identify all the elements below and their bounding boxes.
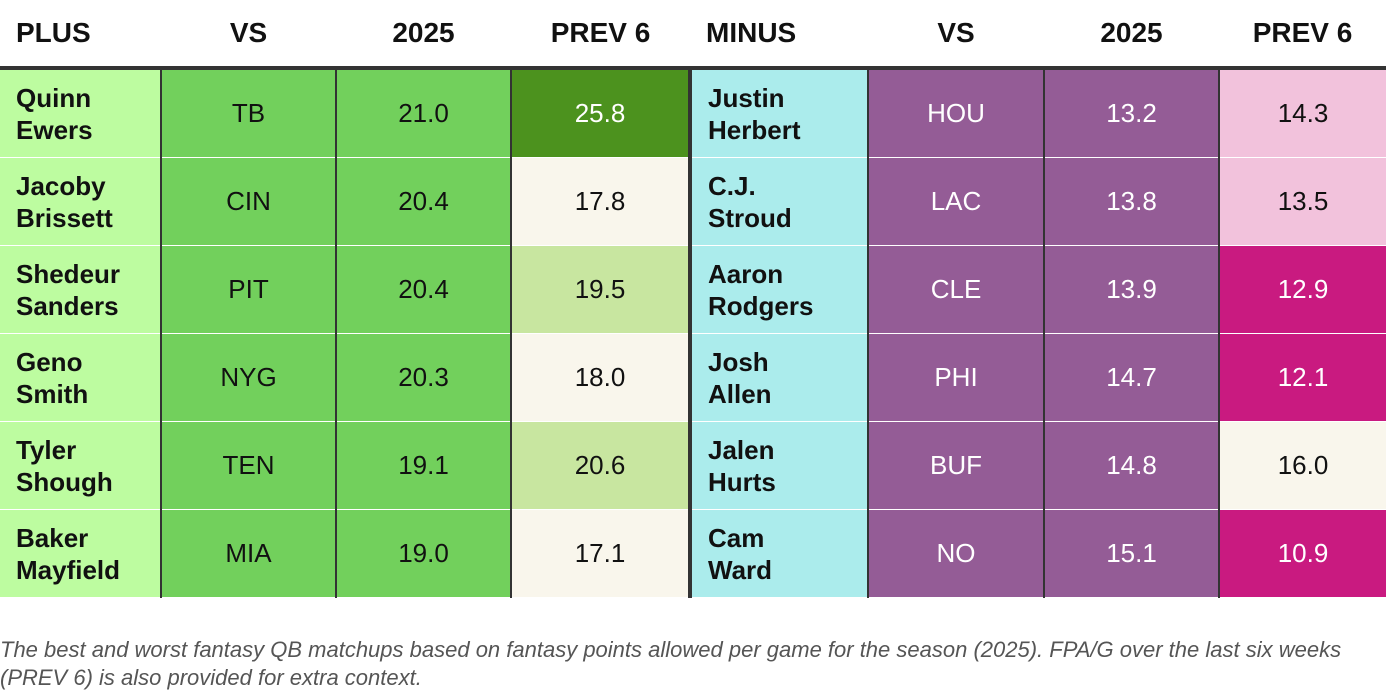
plus-opponent: TEN <box>161 421 337 510</box>
plus-opponent: CIN <box>161 157 337 246</box>
header-minus: MINUS <box>690 0 868 70</box>
header-plus-vs: VS <box>161 0 336 70</box>
plus-2025-value: 20.4 <box>336 157 512 246</box>
minus-2025-value: 14.7 <box>1044 333 1220 422</box>
player-last-name: Mayfield <box>16 554 121 585</box>
plus-opponent: PIT <box>161 245 337 334</box>
table-row: Jacoby Brissett CIN 20.4 17.8 C.J. Stroud LAC 13… <box>0 157 1386 246</box>
minus-2025-value: 14.8 <box>1044 421 1220 510</box>
player-first-name: Quinn <box>16 82 92 113</box>
player-first-name: Jalen <box>708 434 775 465</box>
player-last-name: Smith <box>16 378 89 409</box>
table-header: PLUS VS 2025 PREV 6 MINUS VS 2025 PREV 6 <box>0 0 1386 70</box>
player-last-name: Hurts <box>708 466 776 497</box>
plus-2025-value: 19.1 <box>336 421 512 510</box>
plus-opponent: MIA <box>161 509 337 598</box>
minus-2025-value: 13.8 <box>1044 157 1220 246</box>
plus-prev6-value: 19.5 <box>511 245 692 334</box>
plus-opponent: TB <box>161 68 337 158</box>
header-minus-prev6: PREV 6 <box>1219 0 1386 70</box>
minus-prev6-value: 14.3 <box>1219 68 1386 158</box>
plus-2025-value: 20.4 <box>336 245 512 334</box>
table-row: Baker Mayfield MIA 19.0 17.1 Cam Ward NO 15.1 10.… <box>0 509 1386 598</box>
minus-opponent: LAC <box>868 157 1045 246</box>
table-row: Tyler Shough TEN 19.1 20.6 Jalen Hurts BUF 14.8 1… <box>0 421 1386 510</box>
plus-prev6-value: 20.6 <box>511 421 692 510</box>
minus-2025-value: 13.9 <box>1044 245 1220 334</box>
minus-player-name: Josh Allen <box>690 333 869 422</box>
table-body: Quinn Ewers TB 21.0 25.8 Justin Herbert HOU 13.2… <box>0 68 1386 598</box>
player-first-name: C.J. <box>708 170 756 201</box>
player-last-name: Shough <box>16 466 113 497</box>
plus-2025-value: 19.0 <box>336 509 512 598</box>
header-minus-vs: VS <box>868 0 1044 70</box>
player-first-name: Jacoby <box>16 170 106 201</box>
plus-player-name: Baker Mayfield <box>0 509 162 598</box>
header-plus-2025: 2025 <box>336 0 511 70</box>
plus-player-name: Geno Smith <box>0 333 162 422</box>
plus-prev6-value: 17.1 <box>511 509 692 598</box>
minus-2025-value: 15.1 <box>1044 509 1220 598</box>
plus-player-name: Jacoby Brissett <box>0 157 162 246</box>
player-first-name: Aaron <box>708 258 784 289</box>
minus-prev6-value: 12.1 <box>1219 333 1386 422</box>
minus-2025-value: 13.2 <box>1044 68 1220 158</box>
player-last-name: Rodgers <box>708 290 814 321</box>
table-row: Shedeur Sanders PIT 20.4 19.5 Aaron Rodgers CLE… <box>0 245 1386 334</box>
minus-opponent: HOU <box>868 68 1045 158</box>
player-first-name: Shedeur <box>16 258 121 289</box>
table-row: Quinn Ewers TB 21.0 25.8 Justin Herbert HOU 13.2… <box>0 68 1386 158</box>
player-first-name: Geno <box>16 346 83 377</box>
header-minus-2025: 2025 <box>1044 0 1219 70</box>
minus-opponent: CLE <box>868 245 1045 334</box>
plus-prev6-value: 17.8 <box>511 157 692 246</box>
plus-prev6-value: 18.0 <box>511 333 692 422</box>
minus-opponent: BUF <box>868 421 1045 510</box>
minus-opponent: PHI <box>868 333 1045 422</box>
plus-2025-value: 20.3 <box>336 333 512 422</box>
table-caption: The best and worst fantasy QB matchups b… <box>0 637 1342 690</box>
plus-2025-value: 21.0 <box>336 68 512 158</box>
player-last-name: Ewers <box>16 114 93 145</box>
plus-player-name: Quinn Ewers <box>0 68 162 158</box>
player-last-name: Sanders <box>16 290 119 321</box>
minus-prev6-value: 10.9 <box>1219 509 1386 598</box>
minus-player-name: Justin Herbert <box>690 68 869 158</box>
minus-player-name: Cam Ward <box>690 509 869 598</box>
player-last-name: Ward <box>708 554 773 585</box>
player-last-name: Brissett <box>16 202 113 233</box>
player-last-name: Allen <box>708 378 772 409</box>
player-last-name: Herbert <box>708 114 801 145</box>
minus-prev6-value: 12.9 <box>1219 245 1386 334</box>
player-first-name: Baker <box>16 522 89 553</box>
player-first-name: Josh <box>708 346 769 377</box>
player-first-name: Cam <box>708 522 765 553</box>
minus-player-name: C.J. Stroud <box>690 157 869 246</box>
player-first-name: Justin <box>708 82 785 113</box>
minus-prev6-value: 13.5 <box>1219 157 1386 246</box>
header-plus: PLUS <box>0 0 161 70</box>
plus-player-name: Shedeur Sanders <box>0 245 162 334</box>
table-row: Geno Smith NYG 20.3 18.0 Josh Allen PHI 14.7 12.1 <box>0 333 1386 422</box>
matchups-table: PLUS VS 2025 PREV 6 MINUS VS 2025 PREV 6… <box>0 0 1386 598</box>
minus-prev6-value: 16.0 <box>1219 421 1386 510</box>
header-plus-prev6: PREV 6 <box>511 0 690 70</box>
player-last-name: Stroud <box>708 202 792 233</box>
player-first-name: Tyler <box>16 434 77 465</box>
minus-player-name: Aaron Rodgers <box>690 245 869 334</box>
plus-player-name: Tyler Shough <box>0 421 162 510</box>
plus-opponent: NYG <box>161 333 337 422</box>
minus-opponent: NO <box>868 509 1045 598</box>
plus-prev6-value: 25.8 <box>511 68 692 158</box>
minus-player-name: Jalen Hurts <box>690 421 869 510</box>
